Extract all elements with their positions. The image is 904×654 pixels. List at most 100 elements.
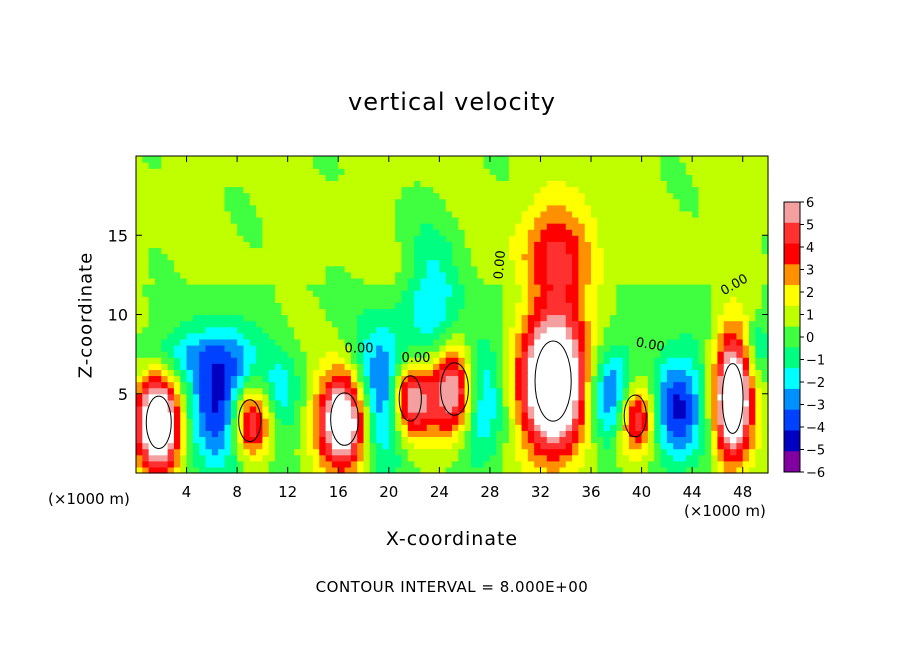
heatmap-cell bbox=[401, 351, 409, 358]
heatmap-cell bbox=[338, 442, 346, 450]
heatmap-cell bbox=[136, 186, 143, 194]
heatmap-cell bbox=[527, 369, 535, 377]
heatmap-cell bbox=[407, 466, 415, 474]
heatmap-cell bbox=[578, 302, 586, 310]
heatmap-cell bbox=[452, 375, 459, 383]
heatmap-cell bbox=[237, 460, 245, 468]
heatmap-cell bbox=[597, 162, 605, 169]
heatmap-cell bbox=[622, 320, 630, 328]
heatmap-cell bbox=[312, 430, 320, 438]
heatmap-cell bbox=[363, 338, 371, 346]
heatmap-cell bbox=[268, 454, 276, 462]
heatmap-cell bbox=[502, 259, 510, 267]
heatmap-cell bbox=[502, 308, 510, 316]
heatmap-cell bbox=[717, 381, 725, 389]
heatmap-cell bbox=[186, 259, 194, 267]
heatmap-cell bbox=[546, 344, 554, 352]
heatmap-cell bbox=[369, 204, 377, 212]
heatmap-cell bbox=[723, 369, 731, 377]
heatmap-cell bbox=[597, 405, 605, 413]
heatmap-cell bbox=[268, 235, 276, 242]
heatmap-cell bbox=[363, 290, 371, 297]
heatmap-cell bbox=[350, 454, 358, 462]
heatmap-cell bbox=[483, 235, 491, 242]
heatmap-cell bbox=[331, 223, 339, 230]
heatmap-cell bbox=[199, 448, 207, 456]
heatmap-cell bbox=[591, 229, 598, 236]
heatmap-cell bbox=[730, 418, 737, 425]
heatmap-cell bbox=[275, 198, 282, 206]
heatmap-cell bbox=[635, 430, 643, 438]
heatmap-cell bbox=[331, 454, 339, 462]
heatmap-cell bbox=[312, 186, 320, 194]
heatmap-cell bbox=[199, 405, 207, 413]
heatmap-cell bbox=[142, 424, 150, 431]
heatmap-cell bbox=[673, 259, 681, 267]
heatmap-cell bbox=[173, 460, 181, 468]
heatmap-cell bbox=[312, 223, 320, 230]
heatmap-cell bbox=[426, 320, 434, 328]
heatmap-cell bbox=[344, 253, 352, 261]
heatmap-cell bbox=[325, 369, 333, 377]
heatmap-cell bbox=[268, 436, 276, 444]
heatmap-cell bbox=[591, 296, 598, 303]
heatmap-cell bbox=[395, 156, 403, 163]
heatmap-cell bbox=[338, 229, 346, 236]
heatmap-cell bbox=[692, 466, 700, 474]
heatmap-cell bbox=[458, 412, 466, 419]
heatmap-cell bbox=[230, 448, 238, 456]
heatmap-cell bbox=[610, 332, 617, 340]
heatmap-cell bbox=[723, 326, 731, 334]
heatmap-cell bbox=[268, 320, 276, 328]
heatmap-cell bbox=[420, 454, 428, 462]
heatmap-cell bbox=[154, 338, 162, 346]
heatmap-cell bbox=[420, 265, 428, 273]
heatmap-cell bbox=[256, 174, 263, 181]
heatmap-cell bbox=[496, 210, 504, 218]
heatmap-cell bbox=[369, 424, 377, 431]
heatmap-cell bbox=[641, 418, 649, 425]
heatmap-cell bbox=[546, 351, 554, 358]
heatmap-cell bbox=[205, 259, 213, 267]
heatmap-cell bbox=[376, 369, 384, 377]
heatmap-cell bbox=[350, 223, 358, 230]
heatmap-cell bbox=[186, 284, 194, 291]
heatmap-cell bbox=[180, 369, 188, 377]
heatmap-cell bbox=[546, 290, 554, 297]
heatmap-cell bbox=[173, 418, 181, 425]
heatmap-cell bbox=[167, 180, 175, 188]
heatmap-cell bbox=[534, 247, 542, 255]
heatmap-cell bbox=[237, 216, 245, 224]
heatmap-cell bbox=[521, 290, 529, 297]
heatmap-cell bbox=[300, 314, 308, 322]
heatmap-cell bbox=[142, 393, 150, 401]
heatmap-cell bbox=[376, 229, 384, 236]
heatmap-cell bbox=[376, 332, 384, 340]
heatmap-cell bbox=[300, 259, 308, 267]
heatmap-cell bbox=[142, 442, 150, 450]
heatmap-cell bbox=[565, 405, 573, 413]
heatmap-cell bbox=[540, 430, 548, 438]
heatmap-cell bbox=[275, 265, 282, 273]
heatmap-cell bbox=[338, 418, 346, 425]
heatmap-cell bbox=[369, 442, 377, 450]
heatmap-cell bbox=[584, 424, 592, 431]
heatmap-cell bbox=[622, 369, 630, 377]
heatmap-cell bbox=[186, 387, 194, 395]
heatmap-cell bbox=[565, 338, 573, 346]
heatmap-cell bbox=[534, 338, 542, 346]
heatmap-cell bbox=[452, 174, 459, 181]
heatmap-cell bbox=[281, 430, 289, 438]
heatmap-cell bbox=[572, 271, 579, 279]
heatmap-cell bbox=[654, 363, 662, 370]
heatmap-cell bbox=[167, 369, 175, 377]
heatmap-cell bbox=[433, 259, 440, 267]
heatmap-cell bbox=[477, 381, 485, 389]
heatmap-cell bbox=[338, 216, 346, 224]
heatmap-cell bbox=[439, 247, 447, 255]
heatmap-cell bbox=[199, 351, 207, 358]
heatmap-cell bbox=[730, 369, 737, 377]
heatmap-cell bbox=[647, 290, 655, 297]
heatmap-cell bbox=[628, 277, 636, 285]
heatmap-cell bbox=[154, 192, 162, 200]
